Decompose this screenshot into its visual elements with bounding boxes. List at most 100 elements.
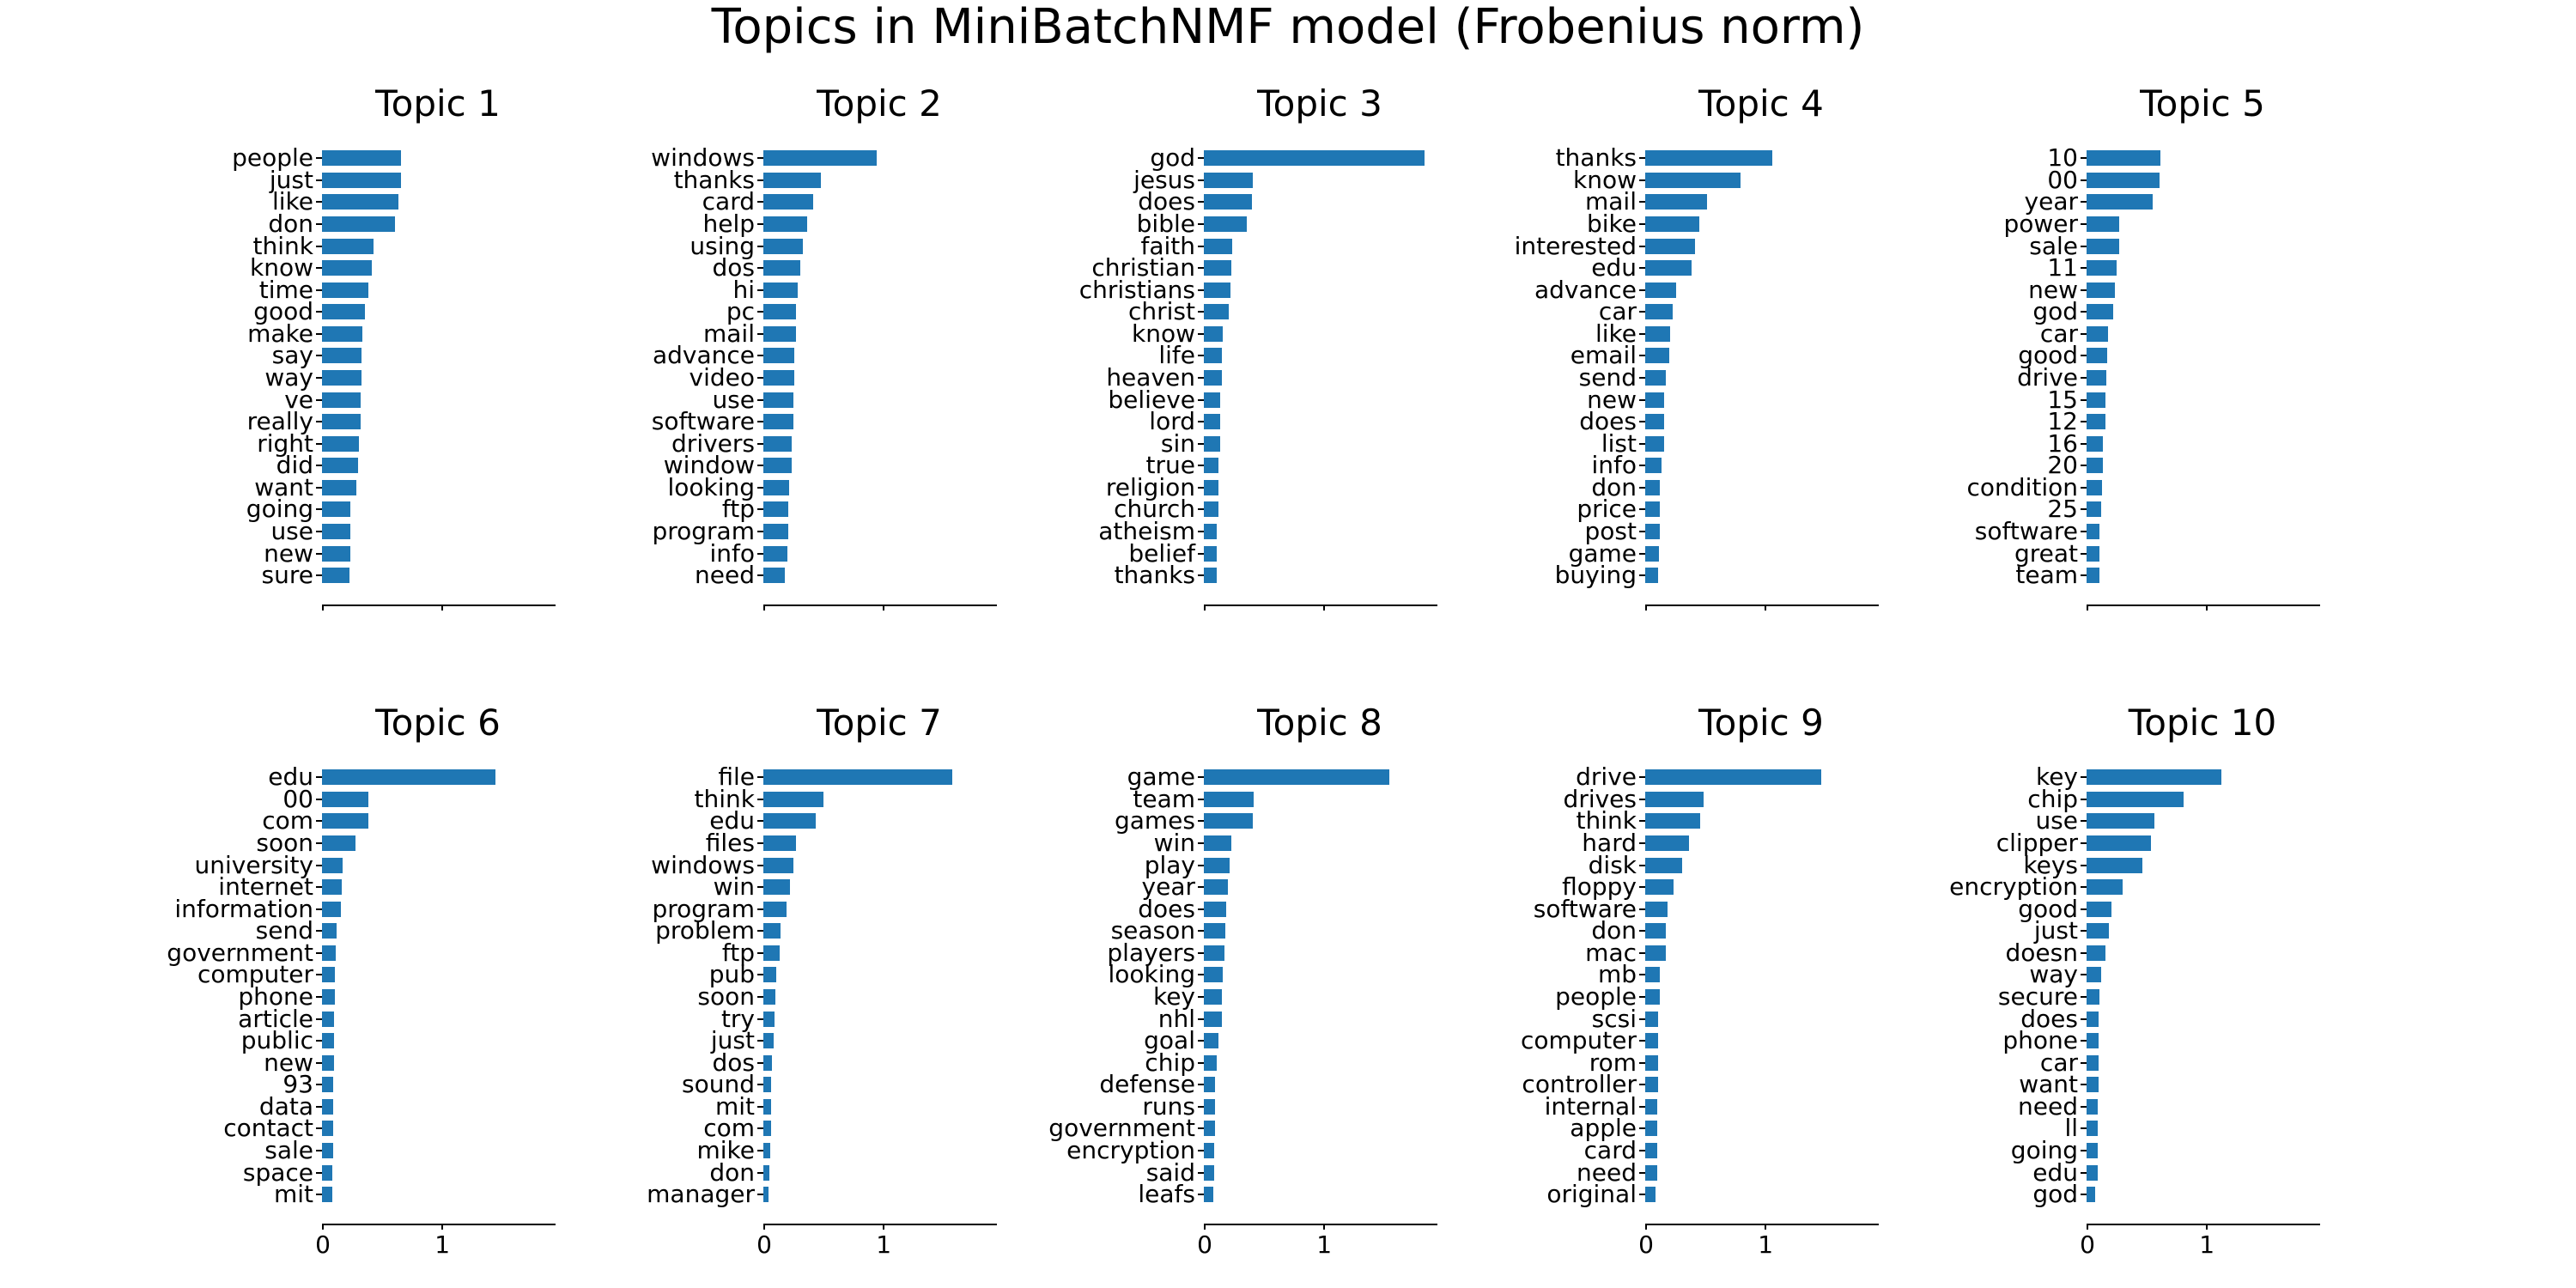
bar-label: data: [258, 1091, 313, 1121]
x-tick: [322, 605, 324, 611]
bar-label: mail: [1585, 187, 1637, 216]
y-tick: [757, 886, 763, 889]
bar-label: god: [2032, 1180, 2078, 1209]
bar-label: ftp: [721, 938, 755, 967]
bar-label: going: [2010, 1136, 2078, 1165]
y-tick: [316, 930, 322, 933]
y-tick: [2081, 1061, 2087, 1064]
bar-label: card: [1583, 1136, 1637, 1165]
bar-label: new: [1587, 385, 1637, 414]
y-tick: [1639, 574, 1645, 577]
y-tick: [1639, 1171, 1645, 1174]
bar: [763, 325, 796, 342]
x-tick-label: 0: [1197, 1230, 1212, 1259]
bar-label: phone: [2002, 1026, 2078, 1055]
bar: [763, 348, 795, 364]
bar-label: key: [2035, 762, 2078, 792]
bar: [322, 1033, 334, 1049]
bar: [2087, 524, 2100, 540]
y-tick: [1639, 886, 1645, 889]
bar: [1645, 501, 1661, 518]
bar-label: dos: [712, 1048, 756, 1077]
bar-label: doesn: [2005, 938, 2078, 967]
bar-label: church: [1114, 495, 1195, 524]
y-tick: [316, 1127, 322, 1130]
panel-title: Topic 8: [1257, 702, 1382, 744]
y-tick: [757, 201, 763, 204]
bar: [763, 370, 795, 386]
bar: [763, 945, 781, 961]
bar-label: government: [1048, 1114, 1195, 1143]
panel-title: Topic 1: [375, 82, 501, 125]
panel-title: Topic 2: [817, 82, 942, 125]
y-tick: [1198, 1061, 1204, 1064]
y-tick: [2081, 864, 2087, 866]
bar-label: does: [2020, 1004, 2078, 1033]
bar-label: right: [257, 428, 313, 458]
bar-label: game: [1568, 538, 1637, 568]
bar-label: god: [1150, 143, 1195, 173]
bar: [763, 216, 808, 232]
y-tick: [1639, 531, 1645, 533]
bar-label: want: [2019, 1070, 2078, 1099]
bar: [763, 479, 789, 495]
bar: [2087, 1098, 2099, 1115]
bar-label: year: [2024, 187, 2078, 216]
bar: [1645, 370, 1666, 386]
bar: [2087, 1011, 2099, 1027]
bar-label: ftp: [721, 495, 755, 524]
bar: [1645, 791, 1704, 807]
bar-label: new: [2028, 275, 2078, 304]
bar: [2087, 769, 2222, 786]
bar-label: scsi: [1591, 1004, 1637, 1033]
y-tick: [1639, 245, 1645, 247]
bar-label: good: [2018, 894, 2078, 923]
y-tick: [2081, 798, 2087, 800]
y-tick: [1198, 1084, 1204, 1086]
y-tick: [757, 421, 763, 423]
y-tick: [1639, 776, 1645, 779]
bar-label: jesus: [1133, 165, 1195, 194]
bar-label: leafs: [1138, 1180, 1195, 1209]
bar-label: year: [1141, 872, 1195, 902]
y-tick: [316, 398, 322, 401]
bar: [763, 1121, 771, 1137]
bar-label: car: [2039, 319, 2078, 348]
bar-label: 15: [2047, 385, 2078, 414]
bar: [2087, 348, 2107, 364]
bar-label: believe: [1108, 385, 1195, 414]
y-tick: [2081, 442, 2087, 445]
y-tick: [1639, 377, 1645, 379]
bar: [1645, 1143, 1657, 1159]
y-tick: [2081, 908, 2087, 910]
y-tick: [316, 1084, 322, 1086]
x-axis: [1204, 1224, 1437, 1225]
bar-label: looking: [1108, 960, 1195, 989]
y-tick: [2081, 552, 2087, 555]
y-tick: [1198, 1127, 1204, 1130]
bar: [2087, 1054, 2099, 1071]
y-tick: [316, 951, 322, 954]
bar: [2087, 458, 2103, 474]
bar-label: file: [718, 762, 755, 792]
bar: [1645, 194, 1708, 210]
x-axis: [322, 1224, 556, 1225]
bar-label: way: [2029, 960, 2078, 989]
bar: [763, 1033, 775, 1049]
bar-label: sin: [1160, 428, 1195, 458]
bar: [322, 1187, 332, 1203]
bar-label: com: [262, 806, 313, 835]
bar: [1204, 150, 1425, 167]
bar-label: interested: [1514, 231, 1637, 260]
bar: [1645, 1121, 1657, 1137]
y-tick: [1639, 1061, 1645, 1064]
y-tick: [316, 245, 322, 247]
bar-label: chip: [1145, 1048, 1195, 1077]
y-tick: [316, 486, 322, 489]
bar-label: ll: [2064, 1114, 2078, 1143]
bar-label: people: [1555, 982, 1637, 1011]
bar: [322, 370, 361, 386]
y-tick: [1639, 201, 1645, 204]
y-tick: [1639, 1018, 1645, 1020]
